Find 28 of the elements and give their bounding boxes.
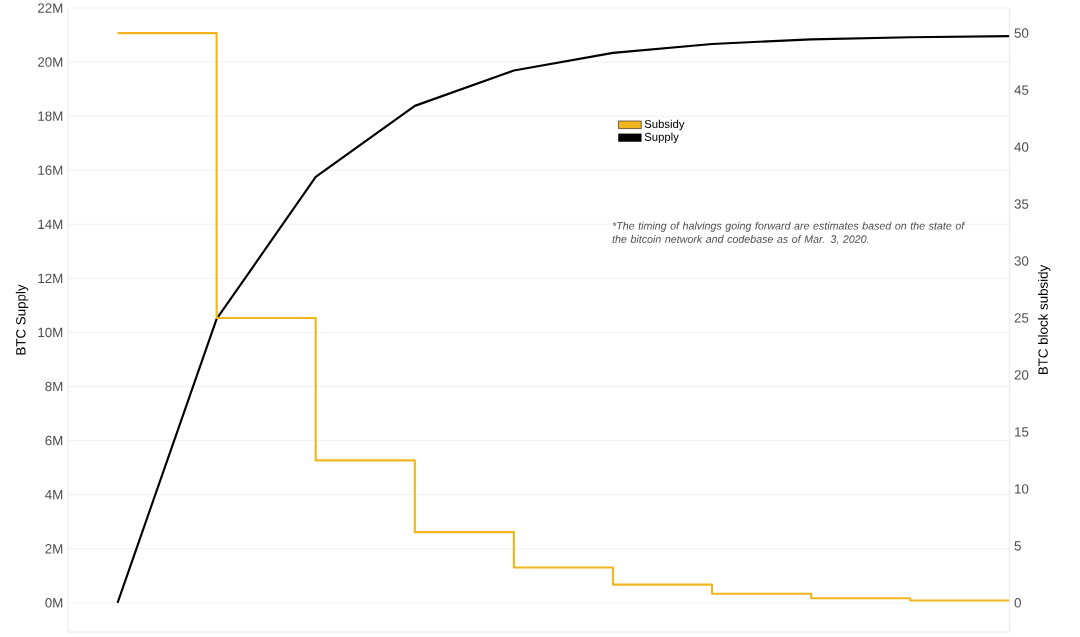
legend-label: Supply [644, 132, 679, 144]
annotation: *The timing of halvings going forward are estimates based on the state of the bitcoin network and codebase as of Mar. 3, 2020. [612, 221, 966, 245]
y-tick-label: 8M [45, 381, 63, 392]
y-tick-label: 18M [38, 111, 63, 121]
legend-label: Subsidy [644, 119, 685, 131]
y-axis-title: BTC Supply [15, 284, 29, 355]
y2-tick-label: 50 [1014, 28, 1029, 38]
y-tick-label: 4M [45, 490, 63, 500]
y2-tick-label: 30 [1014, 256, 1029, 266]
y2-tick-label: 10 [1015, 484, 1029, 494]
y2-axis-title: BTC block subsidy [1038, 264, 1051, 375]
y-tick-label: 14M [38, 219, 63, 229]
y-tick-label: 6M [45, 435, 63, 446]
y-tick-label: 10M [38, 327, 63, 338]
y2-tick-label: 20 [1014, 370, 1029, 380]
y-tick-label: 16M [38, 165, 63, 175]
y2-tick-label: 0 [1014, 598, 1021, 608]
y2-tick-label: 35 [1014, 199, 1029, 209]
y-tick-label: 12M [38, 273, 63, 284]
y2-tick-label: 25 [1014, 313, 1029, 323]
y-tick-label: 0M [45, 598, 63, 608]
y-tick-label: 20M [38, 57, 63, 67]
y2-tick-label: 15 [1015, 427, 1029, 437]
y-tick-label: 22M [38, 3, 63, 13]
y2-tick-label: 45 [1014, 85, 1029, 95]
y-tick-label: 2M [45, 544, 63, 554]
y2-tick-label: 5 [1014, 541, 1021, 551]
y2-tick-label: 40 [1014, 142, 1029, 152]
